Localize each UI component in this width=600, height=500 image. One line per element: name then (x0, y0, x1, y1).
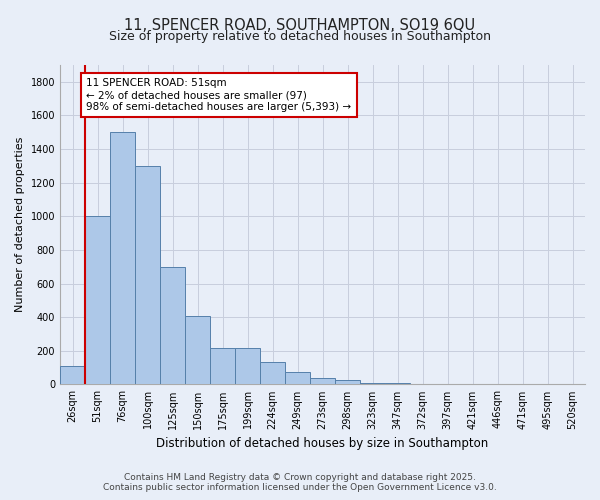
Text: 11 SPENCER ROAD: 51sqm
← 2% of detached houses are smaller (97)
98% of semi-deta: 11 SPENCER ROAD: 51sqm ← 2% of detached … (86, 78, 352, 112)
Bar (235, 348, 260, 384)
X-axis label: Distribution of detached houses by size in Southampton: Distribution of detached houses by size … (157, 437, 488, 450)
Bar (310, 378, 335, 384)
Bar (210, 348, 235, 384)
Bar (85, 216, 110, 384)
Bar (110, 132, 135, 384)
Bar (360, 382, 385, 384)
Y-axis label: Number of detached properties: Number of detached properties (15, 137, 25, 312)
Bar (60, 366, 85, 384)
Text: 11, SPENCER ROAD, SOUTHAMPTON, SO19 6QU: 11, SPENCER ROAD, SOUTHAMPTON, SO19 6QU (124, 18, 476, 32)
Text: Contains HM Land Registry data © Crown copyright and database right 2025.
Contai: Contains HM Land Registry data © Crown c… (103, 473, 497, 492)
Bar (260, 362, 285, 384)
Bar (185, 316, 210, 384)
Bar (285, 372, 310, 384)
Bar (335, 380, 360, 384)
Text: Size of property relative to detached houses in Southampton: Size of property relative to detached ho… (109, 30, 491, 43)
Bar (385, 382, 410, 384)
Bar (160, 266, 185, 384)
Bar (135, 166, 160, 384)
